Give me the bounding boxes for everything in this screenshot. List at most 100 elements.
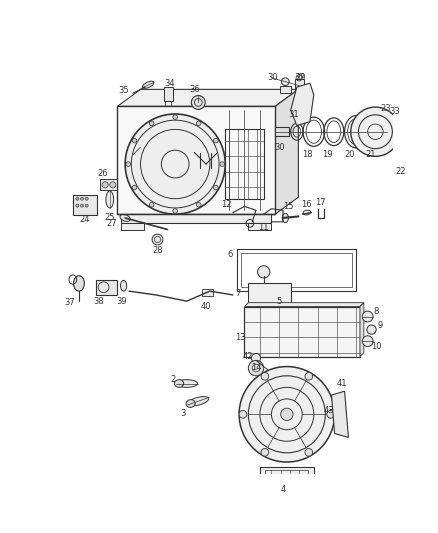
Circle shape bbox=[214, 185, 218, 190]
Circle shape bbox=[239, 410, 247, 418]
Circle shape bbox=[362, 311, 373, 322]
Circle shape bbox=[258, 265, 270, 278]
Text: 19: 19 bbox=[322, 150, 333, 159]
Text: 11: 11 bbox=[258, 223, 269, 232]
Text: 40: 40 bbox=[201, 302, 211, 311]
Text: 31: 31 bbox=[289, 109, 299, 118]
Circle shape bbox=[76, 197, 79, 200]
Text: 30: 30 bbox=[267, 74, 278, 82]
Circle shape bbox=[282, 78, 289, 85]
Text: 4: 4 bbox=[280, 485, 286, 494]
Circle shape bbox=[261, 448, 269, 456]
Polygon shape bbox=[395, 93, 418, 168]
Circle shape bbox=[220, 161, 225, 166]
Bar bbox=[244, 306, 360, 357]
Ellipse shape bbox=[174, 379, 184, 387]
Text: 43: 43 bbox=[324, 406, 335, 415]
Ellipse shape bbox=[120, 280, 127, 291]
Text: 34: 34 bbox=[165, 79, 175, 88]
Bar bbox=[248, 223, 272, 230]
Circle shape bbox=[85, 204, 88, 207]
Text: 2: 2 bbox=[170, 375, 176, 384]
Bar bbox=[265, 470, 308, 481]
Circle shape bbox=[214, 138, 218, 143]
Circle shape bbox=[152, 234, 163, 245]
Circle shape bbox=[351, 107, 400, 156]
Bar bbox=[96, 280, 117, 295]
Text: 27: 27 bbox=[106, 219, 117, 228]
Text: 26: 26 bbox=[98, 169, 108, 178]
Circle shape bbox=[191, 95, 205, 109]
Text: 15: 15 bbox=[283, 202, 293, 211]
Ellipse shape bbox=[186, 400, 195, 407]
Circle shape bbox=[132, 138, 137, 143]
Text: 37: 37 bbox=[64, 298, 75, 307]
Circle shape bbox=[132, 185, 137, 190]
Bar bbox=[294, 79, 304, 90]
Polygon shape bbox=[117, 90, 298, 106]
Ellipse shape bbox=[74, 276, 85, 291]
Text: 24: 24 bbox=[80, 215, 90, 224]
Circle shape bbox=[305, 373, 313, 380]
Bar bbox=[73, 195, 97, 215]
Circle shape bbox=[81, 197, 84, 200]
Polygon shape bbox=[244, 303, 364, 306]
Circle shape bbox=[261, 373, 269, 380]
Ellipse shape bbox=[188, 397, 209, 406]
Text: 32: 32 bbox=[295, 74, 305, 82]
Circle shape bbox=[76, 204, 79, 207]
Circle shape bbox=[251, 353, 261, 363]
Text: 20: 20 bbox=[345, 150, 355, 159]
Bar bbox=[276, 127, 289, 136]
Circle shape bbox=[305, 448, 313, 456]
Ellipse shape bbox=[120, 214, 131, 221]
Text: 16: 16 bbox=[301, 200, 312, 209]
Bar bbox=[165, 101, 171, 106]
Circle shape bbox=[362, 336, 373, 346]
Bar bbox=[100, 180, 117, 190]
Circle shape bbox=[81, 204, 84, 207]
Text: 21: 21 bbox=[366, 150, 376, 159]
Bar bbox=[164, 87, 173, 101]
Circle shape bbox=[281, 408, 293, 421]
Bar bbox=[202, 289, 213, 296]
Bar bbox=[260, 467, 314, 483]
Text: 8: 8 bbox=[374, 308, 379, 317]
Text: 3: 3 bbox=[180, 409, 186, 418]
Circle shape bbox=[125, 114, 225, 214]
Text: 7: 7 bbox=[235, 289, 240, 298]
Text: 28: 28 bbox=[152, 246, 163, 255]
Ellipse shape bbox=[176, 379, 198, 387]
Text: 29: 29 bbox=[296, 74, 306, 82]
Text: 36: 36 bbox=[189, 85, 200, 94]
Bar bbox=[121, 223, 145, 230]
Circle shape bbox=[239, 367, 335, 462]
Text: 17: 17 bbox=[315, 198, 326, 207]
Circle shape bbox=[126, 161, 131, 166]
Text: 14: 14 bbox=[251, 363, 261, 372]
Bar bbox=[225, 130, 264, 199]
Ellipse shape bbox=[142, 81, 154, 88]
Circle shape bbox=[196, 203, 201, 207]
Text: 39: 39 bbox=[116, 297, 127, 305]
Text: 10: 10 bbox=[371, 342, 381, 351]
Ellipse shape bbox=[106, 191, 113, 208]
Bar bbox=[248, 284, 291, 306]
Text: 30: 30 bbox=[274, 143, 284, 151]
Circle shape bbox=[85, 197, 88, 200]
Polygon shape bbox=[360, 303, 364, 357]
Ellipse shape bbox=[282, 213, 288, 223]
Text: 35: 35 bbox=[118, 86, 129, 95]
Circle shape bbox=[367, 325, 376, 334]
Circle shape bbox=[173, 209, 177, 213]
Circle shape bbox=[149, 203, 154, 207]
Text: 23: 23 bbox=[380, 104, 391, 113]
Text: 6: 6 bbox=[227, 249, 233, 259]
Circle shape bbox=[196, 121, 201, 126]
Polygon shape bbox=[276, 90, 298, 214]
Text: 18: 18 bbox=[302, 150, 313, 159]
Circle shape bbox=[173, 115, 177, 119]
Text: 5: 5 bbox=[276, 297, 282, 305]
Text: 41: 41 bbox=[337, 379, 347, 388]
Circle shape bbox=[248, 376, 325, 453]
